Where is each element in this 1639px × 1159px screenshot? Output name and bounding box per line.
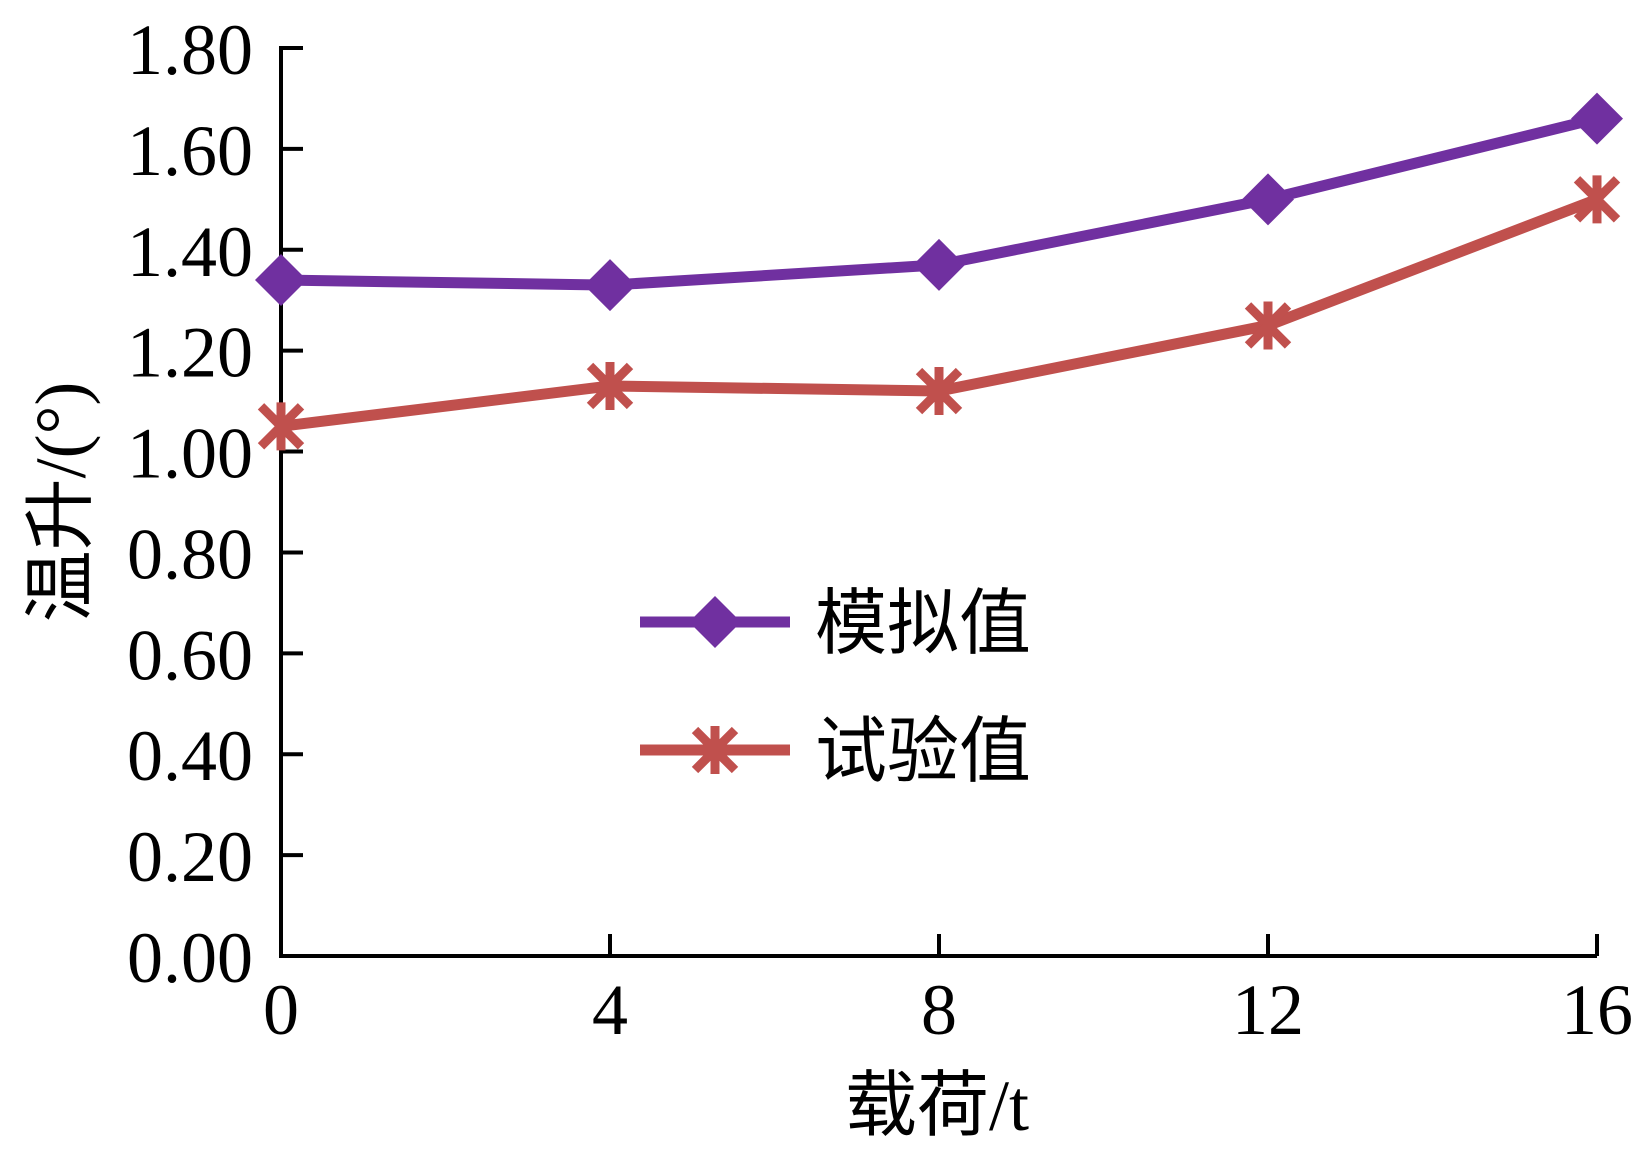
data-point	[257, 402, 305, 451]
data-point	[1244, 301, 1292, 350]
y-ticks: 0.00 0.20 0.40 0.60 0.80 1.00 1.20 1.40 1.60 1.80	[127, 10, 303, 998]
y-tick-label: 1.40	[127, 212, 253, 292]
y-tick-label: 1.20	[127, 313, 253, 393]
y-tick-label: 1.60	[127, 111, 253, 191]
y-axis-title: 温升/(°)	[21, 382, 101, 623]
legend-label: 试验值	[815, 712, 1031, 792]
x-tick-label: 4	[592, 970, 628, 1050]
legend-label: 模拟值	[815, 584, 1031, 664]
data-point	[1573, 175, 1621, 224]
data-point	[584, 259, 636, 312]
series-2	[257, 175, 1621, 451]
legend-item: 试验值	[640, 712, 1031, 792]
x-ticks: 0 4 8 12 16	[263, 934, 1633, 1050]
data-point	[1571, 92, 1623, 145]
data-point	[913, 238, 965, 291]
y-tick-label: 1.00	[127, 414, 253, 494]
legend-marker	[691, 726, 739, 774]
y-tick-label: 0.20	[127, 817, 253, 897]
legend-marker	[689, 596, 741, 648]
data-point	[1242, 173, 1294, 226]
y-tick-label: 0.40	[127, 716, 253, 796]
data-point	[586, 361, 634, 410]
x-tick-label: 8	[921, 970, 957, 1050]
x-axis-title: 载荷/t	[845, 1066, 1029, 1146]
y-tick-label: 0.00	[127, 918, 253, 998]
x-tick-label: 12	[1232, 970, 1304, 1050]
series-1	[255, 92, 1623, 312]
x-tick-label: 0	[263, 970, 299, 1050]
series-layer	[255, 92, 1623, 451]
data-point	[255, 254, 307, 307]
y-tick-label: 0.80	[127, 514, 253, 594]
y-tick-label: 0.60	[127, 615, 253, 695]
axes	[279, 46, 1597, 958]
y-tick-label: 1.80	[127, 10, 253, 90]
data-point	[915, 367, 963, 416]
x-tick-label: 16	[1561, 970, 1633, 1050]
legend-item: 模拟值	[640, 584, 1031, 664]
